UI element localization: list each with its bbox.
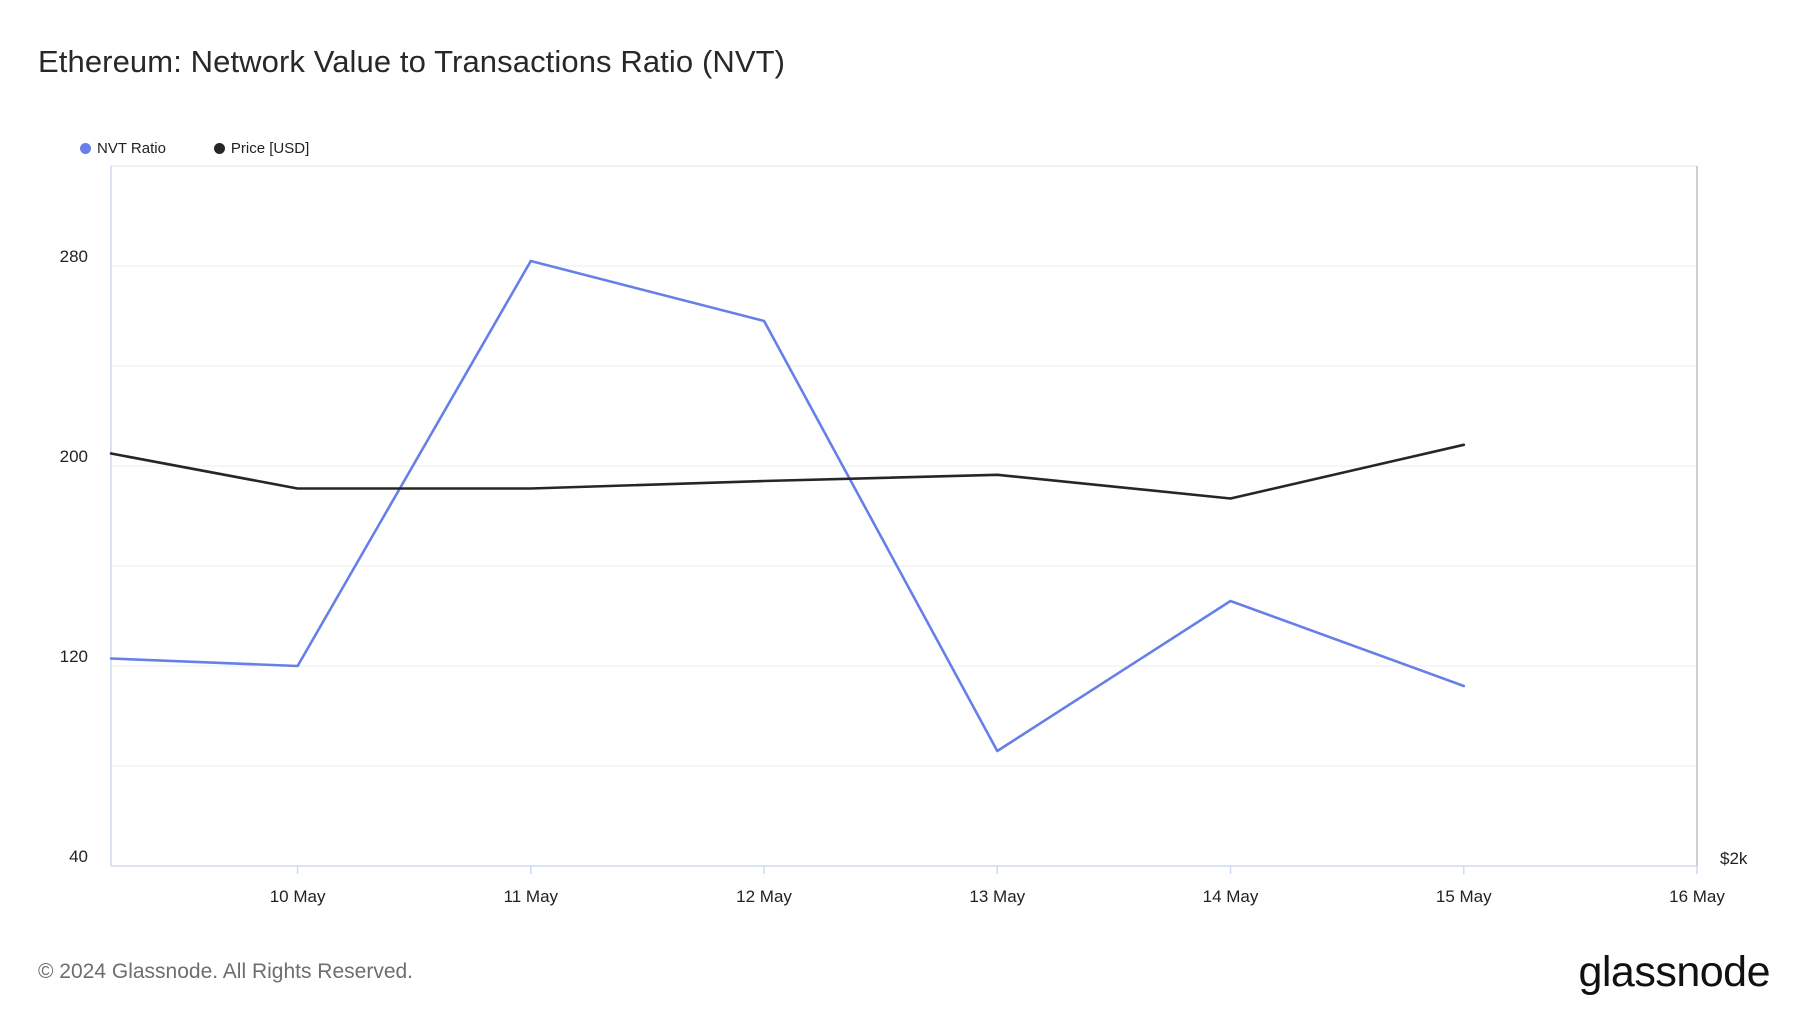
y-tick-label: 120 (60, 647, 88, 666)
grid-lines (111, 265, 1697, 767)
legend-label-price: Price [USD] (230, 140, 310, 157)
x-tick-label: 16 May (1669, 887, 1725, 906)
legend-dot-nvt-ratio (80, 143, 91, 154)
chart-legend: NVT Ratio Price [USD] (80, 140, 357, 157)
legend-item-nvt-ratio[interactable]: NVT Ratio (80, 140, 166, 157)
x-axis-ticks: 10 May 11 May 12 May 13 May 14 May 15 May 16 M… (270, 866, 1725, 906)
x-tick-label: 13 May (969, 887, 1025, 906)
x-tick-label: 10 May (270, 887, 326, 906)
copyright-text: © 2024 Glassnode. All Rights Reserved. (38, 960, 414, 983)
glassnode-logo: glassnode (1578, 948, 1770, 996)
y-tick-label: 40 (69, 847, 88, 866)
nvt-ratio-line (109, 259, 1466, 753)
y-tick-label: 280 (60, 247, 88, 266)
legend-label-nvt-ratio: NVT Ratio (97, 140, 166, 157)
x-tick-label: 15 May (1436, 887, 1492, 906)
series-lines (109, 259, 1466, 753)
x-tick-label: 14 May (1203, 887, 1259, 906)
right-axis-tick-label: $2k (1720, 849, 1748, 868)
x-tick-label: 12 May (736, 887, 792, 906)
chart-title: Ethereum: Network Value to Transactions … (38, 44, 786, 79)
x-tick-label: 11 May (504, 887, 559, 906)
plot-frame (110, 165, 1698, 867)
price-line (109, 443, 1466, 500)
legend-dot-price (213, 143, 225, 154)
y-axis-ticks: 40 120 200 280 $2k (60, 247, 1748, 868)
legend-item-price[interactable]: Price [USD] (213, 140, 310, 157)
y-tick-label: 200 (60, 447, 88, 466)
